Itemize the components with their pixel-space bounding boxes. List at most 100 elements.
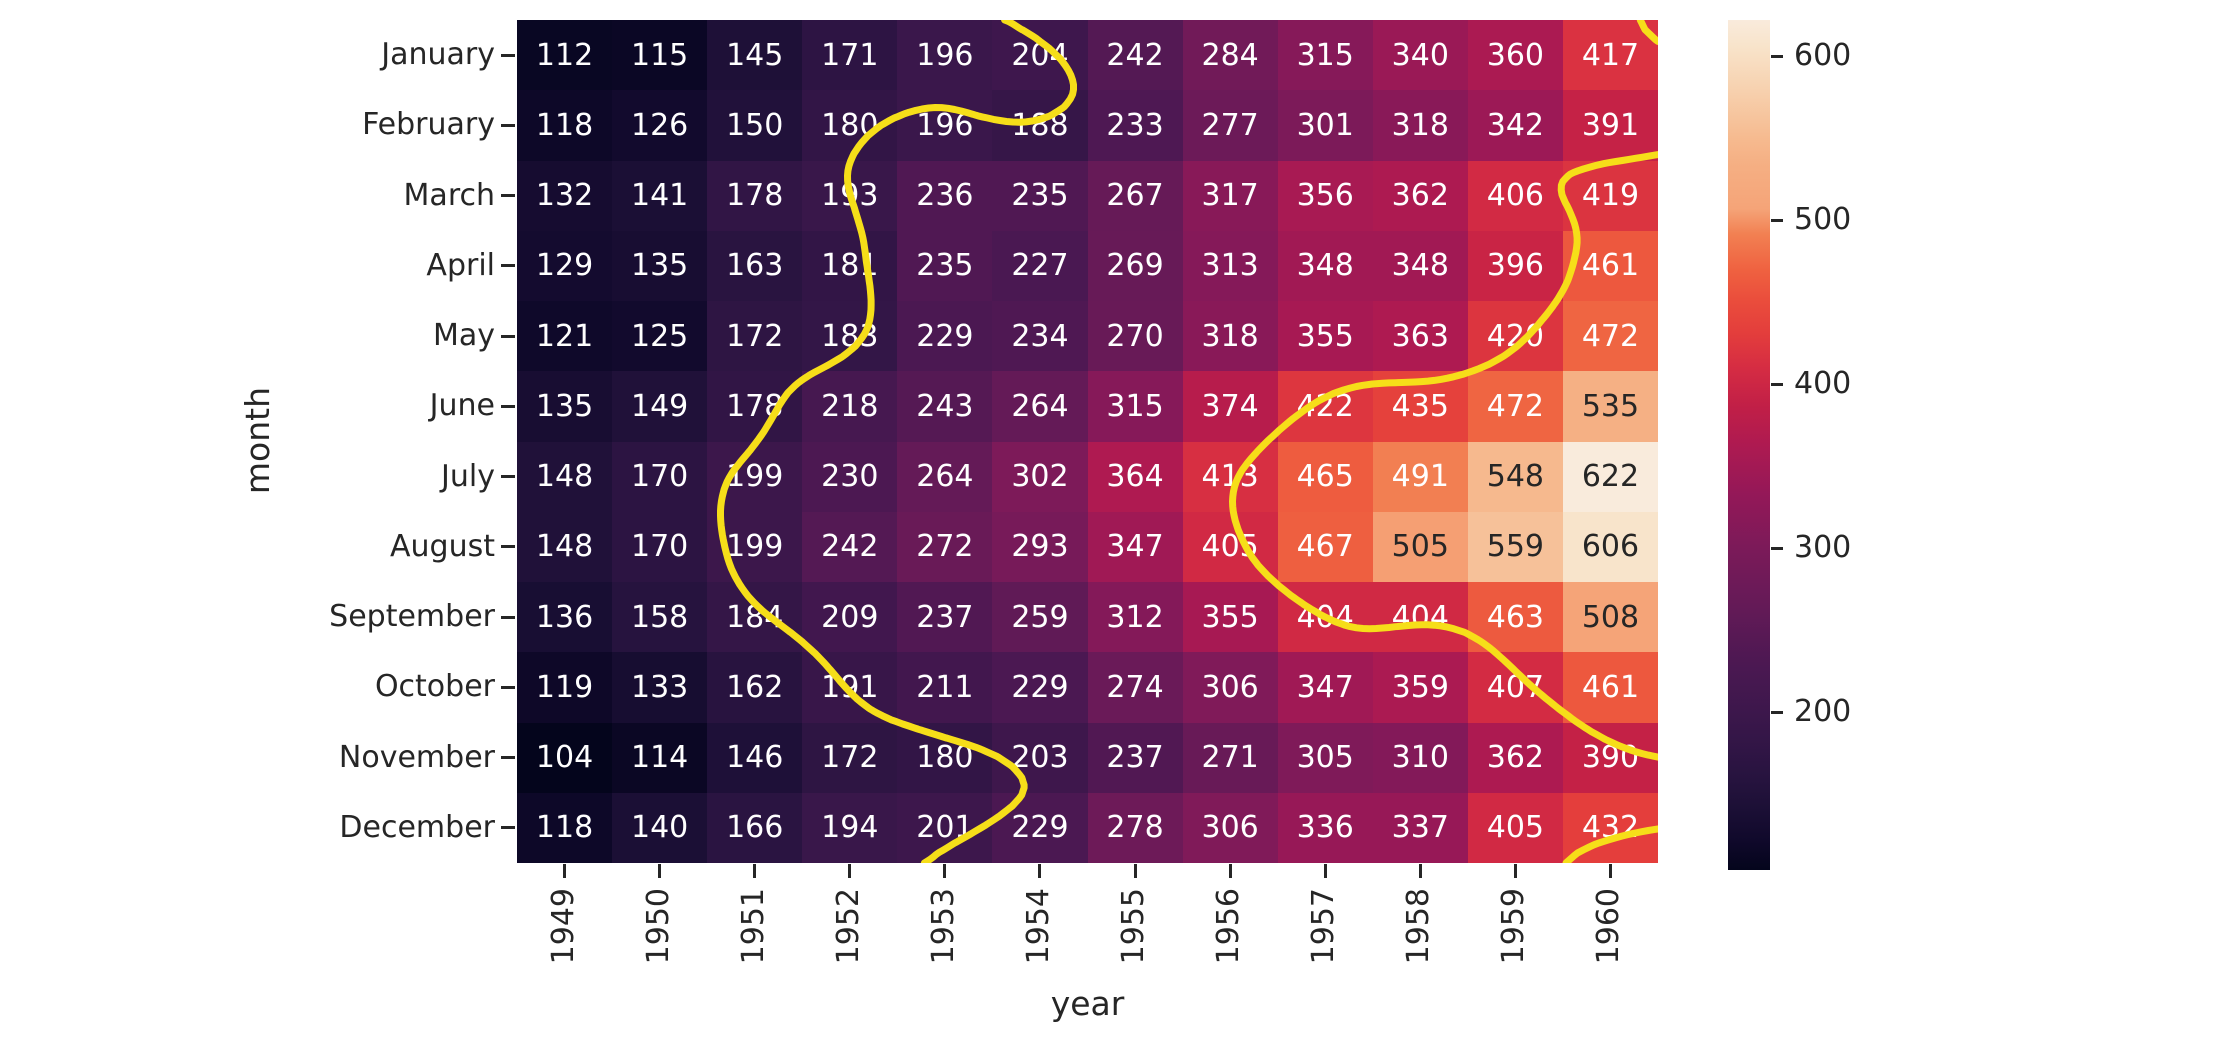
heatmap-cell: 363: [1372, 301, 1468, 372]
heatmap-cell: 199: [707, 441, 803, 512]
heatmap-cell: 115: [612, 20, 708, 91]
heatmap-cell: 136: [517, 582, 613, 653]
heatmap-cell: 404: [1372, 582, 1468, 653]
heatmap-cell: 461: [1562, 652, 1658, 723]
heatmap-cell: 340: [1372, 20, 1468, 91]
colorbar-tick-mark: [1771, 546, 1783, 550]
x-tick-label: 1949: [545, 888, 581, 965]
heatmap-cell: 465: [1277, 441, 1373, 512]
heatmap-cell: 141: [612, 160, 708, 231]
heatmap-cell: 166: [707, 792, 803, 863]
heatmap-cell: 171: [802, 20, 898, 91]
heatmap-cell: 188: [992, 90, 1088, 161]
heatmap-cell: 229: [992, 652, 1088, 723]
heatmap-cell: 162: [707, 652, 803, 723]
y-tick-mark: [501, 404, 515, 408]
heatmap-cell: 184: [707, 582, 803, 653]
heatmap-cell: 237: [1087, 722, 1183, 793]
y-tick-label: November: [338, 739, 495, 775]
heatmap-cell: 315: [1277, 20, 1373, 91]
heatmap-cell: 180: [897, 722, 993, 793]
heatmap-cell: 133: [612, 652, 708, 723]
colorbar-tick-label: 400: [1794, 366, 1852, 402]
heatmap-cell: 121: [517, 301, 613, 372]
heatmap-cell: 284: [1182, 20, 1278, 91]
x-tick-mark: [753, 864, 757, 878]
heatmap-cell: 306: [1182, 792, 1278, 863]
heatmap-cell: 112: [517, 20, 613, 91]
y-tick-label: January: [381, 37, 495, 73]
x-tick-label: 1954: [1020, 888, 1056, 965]
heatmap-cell: 406: [1467, 160, 1563, 231]
heatmap-cell: 360: [1467, 20, 1563, 91]
heatmap-cell: 170: [612, 511, 708, 582]
heatmap-cell: 203: [992, 722, 1088, 793]
heatmap-cell: 125: [612, 301, 708, 372]
heatmap-cell: 235: [897, 230, 993, 301]
y-tick-label: December: [339, 809, 495, 845]
heatmap-cell: 178: [707, 160, 803, 231]
heatmap-cell: 508: [1562, 582, 1658, 653]
y-tick-mark: [501, 545, 515, 549]
heatmap-cell: 548: [1467, 441, 1563, 512]
heatmap-cell: 218: [802, 371, 898, 442]
x-tick-mark: [1513, 864, 1517, 878]
heatmap-cell: 271: [1182, 722, 1278, 793]
heatmap-cell: 230: [802, 441, 898, 512]
y-tick-mark: [501, 123, 515, 127]
y-tick-label: June: [429, 388, 495, 424]
heatmap-cell: 359: [1372, 652, 1468, 723]
heatmap-cell: 293: [992, 511, 1088, 582]
heatmap-cell: 318: [1182, 301, 1278, 372]
heatmap-cell: 318: [1372, 90, 1468, 161]
heatmap-cell: 413: [1182, 441, 1278, 512]
heatmap-cell: 355: [1277, 301, 1373, 372]
heatmap-cell: 146: [707, 722, 803, 793]
colorbar-tick-mark: [1771, 710, 1783, 714]
heatmap-cell: 235: [992, 160, 1088, 231]
heatmap-cell: 417: [1562, 20, 1658, 91]
heatmap-cell: 148: [517, 441, 613, 512]
x-tick-mark: [1418, 864, 1422, 878]
y-tick-mark: [501, 194, 515, 198]
x-tick-mark: [563, 864, 567, 878]
x-tick-mark: [1038, 864, 1042, 878]
heatmap-cell: 132: [517, 160, 613, 231]
heatmap-cell: 422: [1277, 371, 1373, 442]
x-tick-label: 1953: [925, 888, 961, 965]
heatmap-cell: 362: [1467, 722, 1563, 793]
heatmap-cell: 181: [802, 230, 898, 301]
x-tick-label: 1958: [1401, 888, 1437, 965]
colorbar-tick-mark: [1771, 382, 1783, 386]
y-axis-label: month: [238, 387, 277, 495]
heatmap-cell: 178: [707, 371, 803, 442]
heatmap-cell: 356: [1277, 160, 1373, 231]
heatmap-cell: 234: [992, 301, 1088, 372]
heatmap-cell: 278: [1087, 792, 1183, 863]
heatmap-cell: 264: [897, 441, 993, 512]
colorbar-tick-label: 200: [1794, 694, 1852, 730]
heatmap-cell: 472: [1562, 301, 1658, 372]
heatmap-cell: 301: [1277, 90, 1373, 161]
heatmap-cell: 491: [1372, 441, 1468, 512]
heatmap-cell: 348: [1277, 230, 1373, 301]
heatmap-cell: 313: [1182, 230, 1278, 301]
heatmap-cell: 135: [612, 230, 708, 301]
heatmap-cell: 114: [612, 722, 708, 793]
heatmap-cell: 559: [1467, 511, 1563, 582]
heatmap-cell: 229: [897, 301, 993, 372]
x-tick-mark: [1608, 864, 1612, 878]
y-tick-label: February: [362, 107, 495, 143]
y-tick-mark: [501, 264, 515, 268]
colorbar-tick-mark: [1771, 54, 1783, 58]
heatmap-cell: 158: [612, 582, 708, 653]
heatmap-cell: 259: [992, 582, 1088, 653]
heatmap-cell: 405: [1182, 511, 1278, 582]
heatmap-cell: 467: [1277, 511, 1373, 582]
heatmap-cell: 201: [897, 792, 993, 863]
y-tick-label: May: [432, 318, 495, 354]
heatmap-cell: 310: [1372, 722, 1468, 793]
heatmap-cell: 180: [802, 90, 898, 161]
x-tick-label: 1955: [1116, 888, 1152, 965]
heatmap-cell: 348: [1372, 230, 1468, 301]
